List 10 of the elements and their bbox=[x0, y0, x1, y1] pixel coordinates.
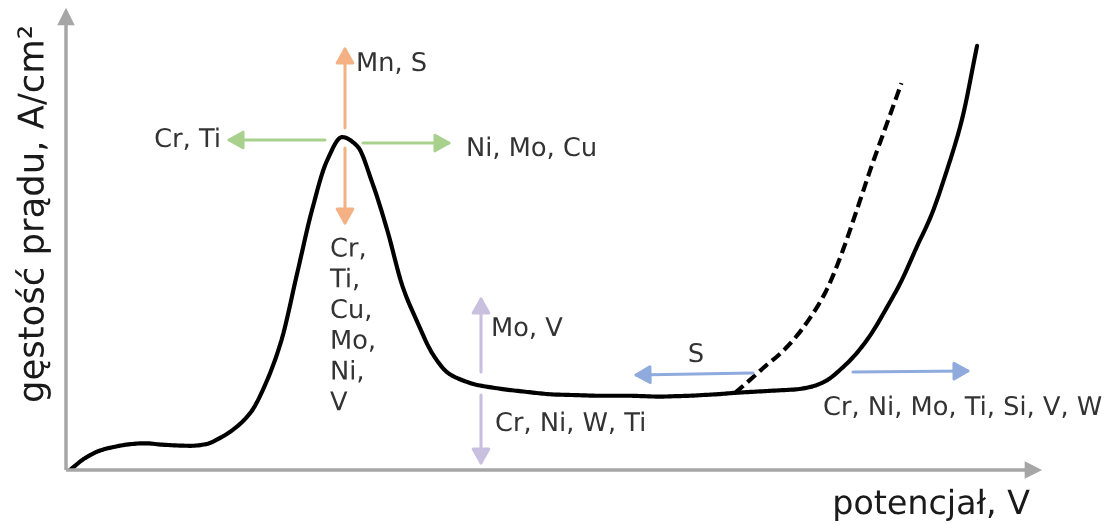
x-axis-title: potencjał, V bbox=[835, 488, 1030, 521]
annotation: Cr, Ni, Mo, Ti, Si, V, W bbox=[824, 395, 1102, 418]
annotation: S bbox=[689, 342, 703, 363]
annotation: Ni, Mo, Cu bbox=[468, 136, 595, 159]
annotation: Mn, S bbox=[358, 51, 426, 74]
y-axis-title: gęstość prądu, A/cm² bbox=[15, 27, 51, 402]
annotation: Cr, Ti, Cu, Mo, Ni, V bbox=[329, 237, 374, 411]
annotation: Mo, V bbox=[493, 317, 563, 339]
annotation: Cr, Ti bbox=[155, 127, 219, 150]
annotation: Cr, Ni, W, Ti bbox=[496, 411, 644, 434]
